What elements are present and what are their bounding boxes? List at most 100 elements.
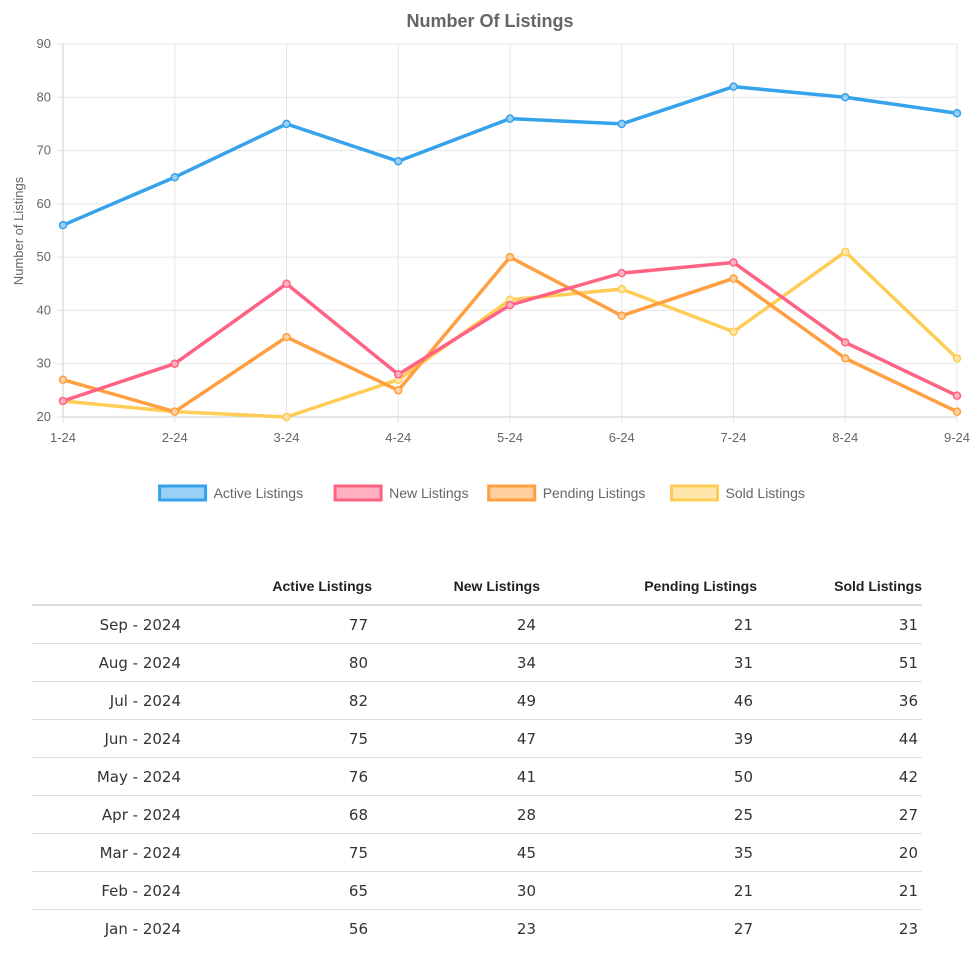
table-header-row: Active Listings New Listings Pending Lis… bbox=[32, 568, 922, 606]
cell-active: 76 bbox=[182, 757, 372, 796]
data-point-sold-listings bbox=[841, 247, 850, 257]
data-point-sold-listings bbox=[282, 412, 291, 422]
header-active: Active Listings bbox=[182, 568, 372, 606]
header-pending: Pending Listings bbox=[540, 568, 757, 606]
header-new: New Listings bbox=[372, 568, 540, 606]
data-point-active-listings bbox=[617, 119, 626, 129]
cell-sold: 23 bbox=[898, 919, 918, 938]
data-point-pending-listings bbox=[282, 332, 291, 342]
x-tick-label: 5-24 bbox=[497, 430, 523, 445]
cell-active: 65 bbox=[182, 871, 372, 910]
y-tick-label: 60 bbox=[37, 196, 51, 211]
data-point-new-listings bbox=[617, 268, 626, 278]
data-point-active-listings bbox=[394, 156, 403, 166]
table-row: Aug - 2024 80 34 31 51 bbox=[32, 643, 922, 682]
data-point-active-listings bbox=[505, 114, 515, 123]
cell-sold: 36 bbox=[757, 681, 922, 720]
x-tick-label: 2-24 bbox=[162, 430, 188, 445]
legend-label: Pending Listings bbox=[543, 485, 646, 501]
table-body: Sep - 2024 77 24 21 31 Aug - 2024 80 34 31 51 Jul … bbox=[32, 605, 922, 947]
y-tick-label: 40 bbox=[37, 302, 51, 317]
data-point-active-listings bbox=[952, 109, 962, 118]
legend-swatch bbox=[158, 484, 208, 502]
data-point-pending-listings bbox=[952, 407, 962, 416]
cell-sold: 31 bbox=[757, 605, 922, 644]
table-row: Jun - 2024 75 47 39 44 bbox=[32, 719, 922, 758]
cell-new: 47 bbox=[372, 719, 540, 758]
x-tick-label: 7-24 bbox=[720, 430, 746, 445]
data-point-new-listings bbox=[282, 279, 291, 289]
data-point-new-listings bbox=[58, 396, 68, 406]
cell-sold: 21 bbox=[757, 871, 922, 910]
cell-pending: 27 bbox=[733, 919, 753, 938]
cell-active: 77 bbox=[182, 605, 372, 644]
y-tick-label: 30 bbox=[37, 356, 51, 371]
y-axis-ticks: 20 30 40 50 60 70 80 90 bbox=[37, 36, 51, 424]
cell-pending: 46 bbox=[540, 681, 757, 720]
legend-item-sold-listings[interactable]: Sold Listings bbox=[670, 484, 805, 502]
cell-new: 23 bbox=[516, 919, 536, 938]
legend: Active Listings New Listings Pending Listi… bbox=[158, 484, 805, 502]
series-lines bbox=[58, 82, 962, 422]
data-point-pending-listings bbox=[170, 407, 179, 416]
cell-new: 41 bbox=[372, 757, 540, 796]
data-point-sold-listings bbox=[952, 354, 962, 363]
y-axis-title: Number of Listings bbox=[11, 176, 26, 285]
y-tick-label: 70 bbox=[37, 143, 51, 158]
data-point-pending-listings bbox=[394, 386, 403, 395]
cell-new: 34 bbox=[372, 643, 540, 682]
chart-title: Number Of Listings bbox=[406, 11, 573, 31]
legend-label: Sold Listings bbox=[726, 485, 805, 501]
data-point-new-listings bbox=[505, 300, 515, 310]
data-point-active-listings bbox=[729, 82, 738, 91]
cell-new: 28 bbox=[372, 795, 540, 834]
data-point-sold-listings bbox=[617, 284, 626, 294]
cell-new: 45 bbox=[372, 833, 540, 872]
cell-pending: 31 bbox=[540, 643, 757, 682]
y-tick-label: 90 bbox=[37, 36, 51, 51]
data-point-new-listings bbox=[394, 370, 403, 379]
data-point-active-listings bbox=[282, 119, 291, 129]
listings-line-chart: Number Of Listings Number of Listings 20… bbox=[11, 11, 970, 502]
legend-swatch bbox=[333, 484, 383, 502]
header-month bbox=[32, 568, 182, 606]
cell-sold: 20 bbox=[757, 833, 922, 872]
legend-swatch bbox=[487, 484, 537, 502]
cell-pending: 21 bbox=[540, 871, 757, 910]
x-tick-label: 4-24 bbox=[385, 430, 411, 445]
legend-item-new-listings[interactable]: New Listings bbox=[333, 484, 468, 502]
cell-new: 24 bbox=[372, 605, 540, 644]
y-tick-label: 80 bbox=[37, 89, 51, 104]
cell-active: 82 bbox=[182, 681, 372, 720]
cell-pending: 25 bbox=[540, 795, 757, 834]
x-axis-ticks: 1-24 2-24 3-24 4-24 5-24 6-24 7-24 8-24 9-24 bbox=[50, 430, 970, 445]
data-point-new-listings bbox=[841, 338, 850, 347]
table-row: May - 2024 76 41 50 42 bbox=[32, 757, 922, 796]
legend-item-active-listings[interactable]: Active Listings bbox=[158, 484, 303, 502]
table-row: Jul - 2024 82 49 46 36 bbox=[32, 681, 922, 720]
legend-item-pending-listings[interactable]: Pending Listings bbox=[487, 484, 646, 502]
cell-sold: 51 bbox=[757, 643, 922, 682]
data-point-sold-listings bbox=[729, 327, 738, 336]
cell-pending: 39 bbox=[540, 719, 757, 758]
data-point-pending-listings bbox=[729, 274, 738, 283]
cell-sold: 27 bbox=[757, 795, 922, 834]
cell-sold: 42 bbox=[757, 757, 922, 796]
x-tick-label: 3-24 bbox=[273, 430, 299, 445]
cell-pending: 50 bbox=[540, 757, 757, 796]
cell-active: 75 bbox=[182, 833, 372, 872]
y-tick-label: 20 bbox=[37, 409, 51, 424]
data-point-new-listings bbox=[729, 258, 738, 267]
cell-month: Apr - 2024 bbox=[32, 795, 182, 834]
listings-table: Active Listings New Listings Pending Lis… bbox=[32, 568, 922, 947]
cell-month: Mar - 2024 bbox=[32, 833, 182, 872]
cell-new: 49 bbox=[372, 681, 540, 720]
data-point-pending-listings bbox=[505, 252, 515, 262]
cell-month: Jan - 2024 bbox=[104, 919, 181, 938]
x-tick-label: 1-24 bbox=[50, 430, 76, 445]
cell-active: 75 bbox=[182, 719, 372, 758]
cell-month: Sep - 2024 bbox=[32, 605, 182, 644]
table-row: Feb - 2024 65 30 21 21 bbox=[32, 871, 922, 910]
cell-month: Jul - 2024 bbox=[32, 681, 182, 720]
cell-active: 56 bbox=[348, 919, 368, 938]
